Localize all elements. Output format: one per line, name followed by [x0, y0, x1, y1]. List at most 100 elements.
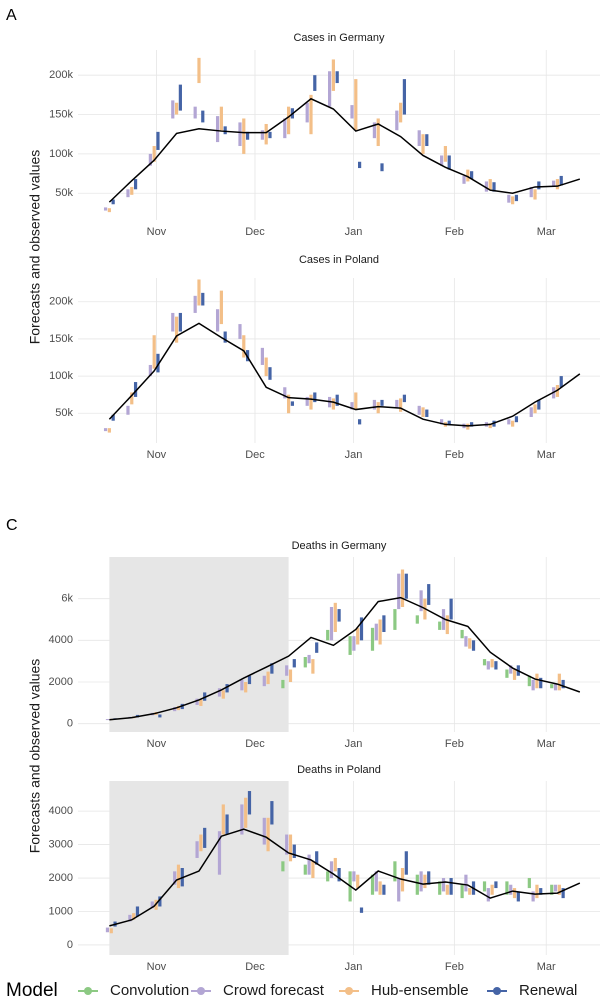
forecast-interval	[402, 79, 407, 115]
forecast-interval	[511, 420, 515, 427]
forecast-interval	[158, 896, 162, 907]
forecast-interval	[470, 422, 474, 427]
legend-label: Renewal	[519, 982, 577, 999]
forecast-interval	[393, 609, 397, 630]
forecast-interval	[382, 884, 386, 895]
forecast-interval	[244, 797, 248, 828]
forecast-interval	[242, 335, 246, 358]
forecast-interval	[286, 394, 291, 414]
forecast-interval	[484, 181, 489, 192]
x-tick-label: Nov	[147, 738, 167, 750]
forecast-interval	[292, 659, 296, 668]
forecast-interval	[421, 407, 425, 417]
forecast-interval	[531, 891, 535, 902]
forecast-interval	[370, 874, 375, 895]
forecast-interval	[238, 122, 242, 147]
forecast-interval	[107, 428, 111, 433]
forecast-interval	[374, 871, 378, 892]
forecast-interval	[303, 864, 307, 875]
forecast-interval	[305, 102, 309, 123]
panel-label: C	[6, 517, 18, 534]
forecast-interval	[195, 698, 199, 705]
forecast-interval	[535, 673, 539, 689]
forecast-interval	[315, 851, 319, 865]
forecast-interval	[380, 163, 384, 172]
chart-title: Deaths in Germany	[292, 540, 387, 552]
legend-label: Hub-ensemble	[371, 982, 469, 999]
y-tick-label: 200k	[49, 69, 73, 81]
forecast-interval	[109, 928, 113, 934]
forecast-interval	[378, 619, 382, 645]
forecast-interval	[460, 884, 464, 899]
forecast-interval	[268, 367, 272, 380]
forecast-interval	[225, 814, 229, 835]
forecast-interval	[539, 888, 543, 895]
y-tick-label: 50k	[55, 407, 73, 419]
observed-line	[109, 828, 581, 927]
shaded-region	[109, 557, 289, 732]
forecast-interval	[219, 290, 223, 325]
forecast-interval	[464, 636, 468, 647]
y-tick-label: 0	[67, 939, 73, 951]
forecast-interval	[247, 791, 252, 815]
forecast-interval	[449, 598, 453, 620]
forecast-interval	[440, 419, 444, 425]
forecast-interval	[217, 688, 222, 697]
forecast-interval	[288, 669, 293, 682]
x-tick-label: Feb	[445, 961, 464, 973]
forecast-interval	[529, 186, 533, 198]
forecast-interval	[486, 888, 490, 902]
forecast-interval	[156, 353, 160, 373]
forecast-interval	[156, 131, 160, 150]
forecast-interval	[105, 719, 110, 721]
x-tick-label: Nov	[147, 226, 167, 238]
forecast-interval	[438, 881, 442, 895]
y-tick-label: 4000	[49, 634, 73, 646]
forecast-interval	[244, 682, 248, 693]
forecast-interval	[197, 279, 201, 306]
forecast-interval	[313, 392, 317, 403]
forecast-interval	[215, 116, 220, 143]
forecast-interval	[128, 914, 132, 922]
forecast-interval	[352, 871, 356, 882]
forecast-interval	[201, 110, 205, 123]
forecast-interval	[292, 844, 296, 858]
forecast-interval	[553, 684, 558, 691]
forecast-interval	[378, 881, 382, 895]
forecast-interval	[492, 182, 496, 192]
forecast-interval	[327, 71, 332, 107]
legend-title: Model	[6, 980, 58, 1001]
forecast-interval	[174, 102, 179, 115]
forecast-interval	[132, 913, 136, 920]
forecast-interval	[288, 834, 293, 862]
forecast-interval	[260, 347, 264, 365]
forecast-interval	[356, 627, 360, 645]
legend-key	[84, 987, 92, 995]
forecast-interval	[264, 123, 268, 145]
x-tick-label: Feb	[445, 449, 464, 461]
forecast-interval	[419, 871, 423, 892]
forecast-interval	[286, 106, 291, 135]
forecast-interval	[376, 118, 380, 147]
y-tick-label: 100k	[49, 370, 73, 382]
forecast-interval	[559, 376, 563, 388]
y-tick-label: 200k	[49, 296, 73, 308]
forecast-interval	[303, 657, 307, 668]
forecast-interval	[266, 817, 270, 852]
forecast-interval	[315, 642, 319, 653]
y-tick-label: 6k	[61, 593, 73, 605]
forecast-interval	[171, 312, 175, 332]
forecast-interval	[466, 169, 470, 182]
forecast-interval	[533, 189, 537, 200]
forecast-interval	[240, 804, 244, 835]
forecast-interval	[281, 679, 285, 689]
forecast-interval	[103, 207, 108, 211]
x-tick-label: Nov	[147, 449, 167, 461]
forecast-interval	[425, 409, 429, 417]
forecast-interval	[223, 126, 227, 135]
forecast-interval	[471, 640, 476, 651]
forecast-interval	[221, 690, 225, 699]
forecast-interval	[135, 906, 140, 917]
forecast-interval	[490, 884, 494, 895]
forecast-interval	[438, 621, 442, 630]
